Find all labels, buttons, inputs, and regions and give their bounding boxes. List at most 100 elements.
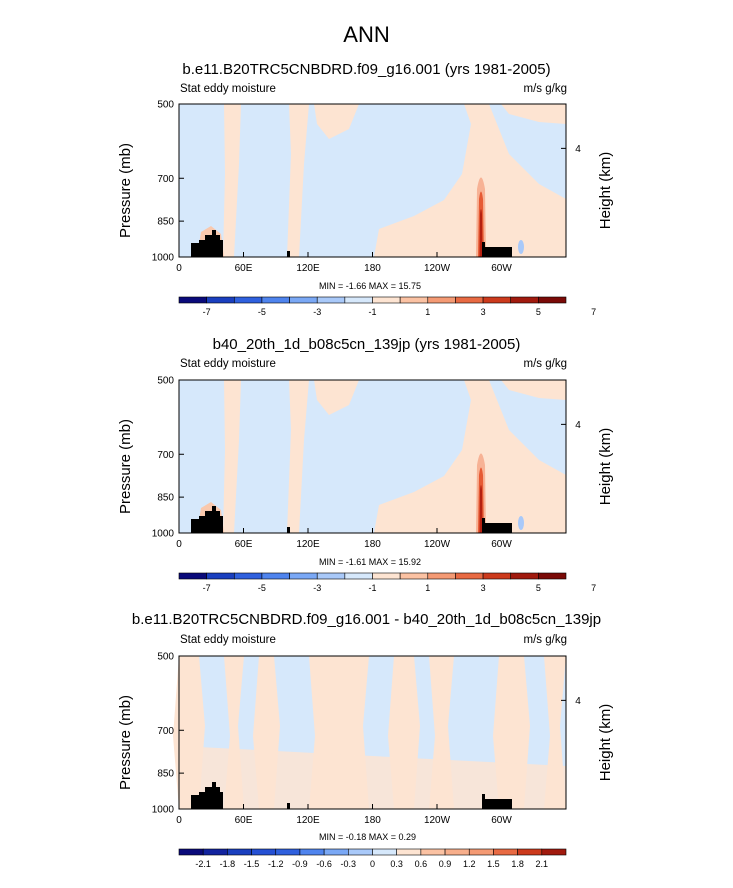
y-tick-label-2-1: 700 <box>157 450 174 461</box>
positive-region <box>314 104 359 139</box>
terrain-andes <box>482 242 512 257</box>
colorbar-swatch <box>206 296 235 304</box>
colorbar-label: -1.8 <box>220 859 236 869</box>
y-axis-right-title-2: Height (km) <box>597 428 614 506</box>
x-tick-label-2-0: 0 <box>176 539 182 550</box>
positive-region <box>223 104 241 257</box>
y-tick-label-1-1: 700 <box>157 174 174 185</box>
colorbar-swatch <box>372 572 401 580</box>
colorbar-swatch <box>178 848 204 856</box>
y-tick-label-1-2: 850 <box>157 217 174 228</box>
colorbar-label: 5 <box>536 307 541 317</box>
colorbar-label: -5 <box>258 307 266 317</box>
panel-1-minmax: MIN = -1.66 MAX = 15.75 <box>319 281 422 291</box>
figure-title: ANN <box>343 22 390 47</box>
colorbar-swatch <box>299 848 325 856</box>
x-tick-label-3-5: 60W <box>491 815 512 826</box>
terrain-africa <box>191 782 223 809</box>
colorbar-label: -0.6 <box>316 859 332 869</box>
panel-3-plot <box>173 655 567 810</box>
colorbar-swatch <box>227 848 252 856</box>
panel-1-variable-label: Stat eddy moisture <box>180 83 276 95</box>
colorbar-swatch <box>482 572 512 580</box>
colorbar-label: -3 <box>313 307 321 317</box>
colorbar-label: 3 <box>481 307 486 317</box>
terrain-small <box>287 527 290 533</box>
colorbar-swatch <box>399 296 429 304</box>
x-tick-label-2-5: 60W <box>491 539 512 550</box>
colorbar-swatch <box>517 848 543 856</box>
panel-1-units-label: m/s g/kg <box>523 83 567 95</box>
x-tick-label-3-1: 60E <box>235 815 253 826</box>
colorbar-label: -5 <box>258 583 266 593</box>
negative-blip <box>518 516 524 530</box>
colorbar-label: 3 <box>481 583 486 593</box>
panel-2-minmax: MIN = -1.61 MAX = 15.92 <box>319 557 422 567</box>
colorbar-label: -1 <box>368 583 376 593</box>
positive-region <box>501 380 566 400</box>
colorbar-label: -1.5 <box>244 859 260 869</box>
colorbar-swatch <box>510 572 539 580</box>
panel-2-variable-label: Stat eddy moisture <box>180 358 276 370</box>
colorbar-swatch <box>348 848 373 856</box>
colorbar-label: -1 <box>368 307 376 317</box>
colorbar-label: 5 <box>536 583 541 593</box>
colorbar-swatch <box>316 572 346 580</box>
y-axis-title-2: Pressure (mb) <box>117 419 134 514</box>
colorbar-label: 2.1 <box>536 859 549 869</box>
colorbar-label: 0.9 <box>439 859 452 869</box>
colorbar-label: -7 <box>203 307 211 317</box>
colorbar-swatch <box>206 572 235 580</box>
colorbar-swatch <box>344 572 373 580</box>
x-tick-label-3-0: 0 <box>176 815 182 826</box>
colorbar-swatch <box>233 572 263 580</box>
colorbar-swatch <box>323 848 349 856</box>
colorbar-swatch <box>261 572 290 580</box>
x-tick-label-1-2: 120E <box>296 263 320 274</box>
colorbar-swatch <box>538 572 567 580</box>
right-tick-label-2: 4 <box>575 420 581 431</box>
x-tick-label-1-0: 0 <box>176 263 182 274</box>
colorbar-label: 0 <box>370 859 375 869</box>
y-tick-label-2-3: 1000 <box>152 529 175 540</box>
x-tick-label-2-4: 120W <box>424 539 451 550</box>
colorbar-swatch <box>420 848 446 856</box>
positive-region <box>314 380 359 415</box>
colorbar-swatch <box>538 296 567 304</box>
colorbar-swatch <box>399 572 429 580</box>
difference-low-level-positive <box>179 746 566 809</box>
colorbar-swatch <box>316 296 346 304</box>
colorbar-diff <box>178 848 567 856</box>
colorbar-label: 1.2 <box>463 859 476 869</box>
colorbar-label: 7 <box>591 583 596 593</box>
colorbar-swatch <box>251 848 277 856</box>
colorbar-swatch <box>396 848 422 856</box>
y-tick-label-2-0: 500 <box>157 376 174 387</box>
colorbar-swatch <box>427 296 456 304</box>
colorbar-label: -0.9 <box>292 859 308 869</box>
y-axis-right-title-3: Height (km) <box>597 704 614 782</box>
colorbar-swatch <box>455 296 484 304</box>
right-tick-label-3: 4 <box>575 696 581 707</box>
panel-3-minmax: MIN = -0.18 MAX = 0.29 <box>319 832 417 842</box>
panel-2-units-label: m/s g/kg <box>523 358 567 370</box>
colorbar-label: 1.5 <box>487 859 500 869</box>
colorbar-swatch <box>344 296 373 304</box>
x-tick-label-1-5: 60W <box>491 263 512 274</box>
y-tick-label-3-1: 700 <box>157 726 174 737</box>
y-tick-label-2-2: 850 <box>157 493 174 504</box>
x-tick-label-3-3: 180 <box>364 815 381 826</box>
terrain-andes <box>482 518 512 533</box>
panel-1-plot <box>178 103 567 258</box>
colorbar-swatch <box>468 848 494 856</box>
colorbar-swatch <box>289 296 318 304</box>
colorbar-swatch <box>372 296 401 304</box>
colorbar-label: -3 <box>313 583 321 593</box>
positive-region <box>374 380 566 533</box>
colorbar-label: 7 <box>591 307 596 317</box>
x-tick-label-2-2: 120E <box>296 539 320 550</box>
colorbar-label: -0.3 <box>341 859 357 869</box>
colorbar-swatch <box>482 296 512 304</box>
panel-3-title: b.e11.B20TRC5CNBDRD.f09_g16.001 - b40_20… <box>131 611 602 628</box>
y-axis-title-1: Pressure (mb) <box>117 143 134 238</box>
